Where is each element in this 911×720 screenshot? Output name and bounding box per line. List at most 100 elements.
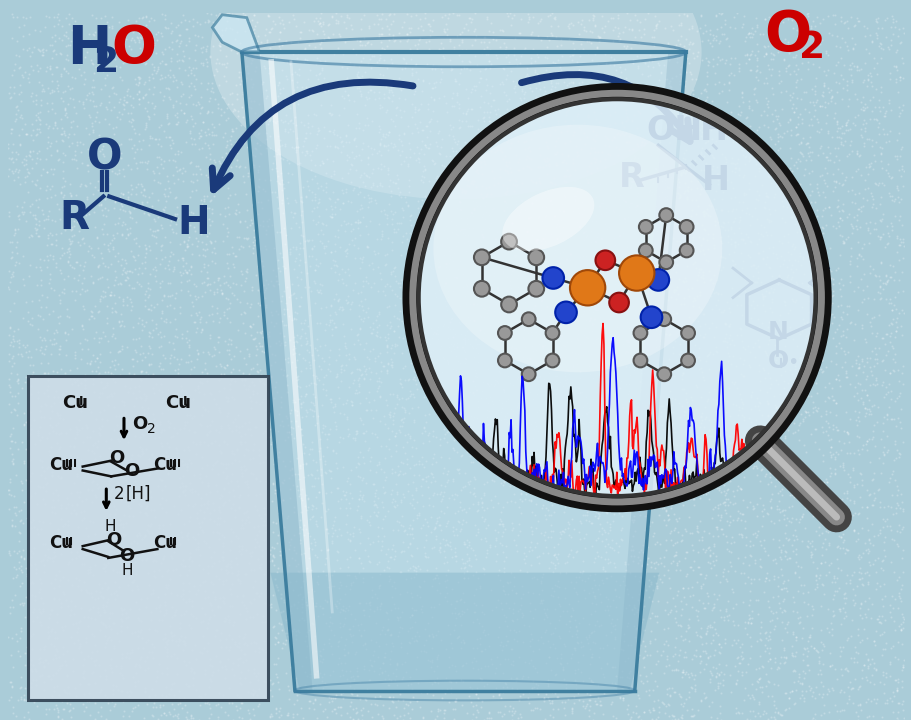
- Point: [78, 494, 93, 505]
- Point: [243, 321, 258, 333]
- Point: [291, 141, 305, 153]
- Point: [128, 661, 142, 672]
- Point: [842, 59, 856, 71]
- Point: [695, 645, 710, 657]
- Point: [586, 14, 600, 26]
- Point: [174, 590, 189, 602]
- Point: [327, 256, 342, 267]
- Point: [607, 287, 621, 299]
- Point: [281, 353, 295, 364]
- Point: [188, 327, 202, 338]
- Point: [241, 445, 255, 456]
- Point: [496, 580, 510, 592]
- Point: [834, 120, 849, 131]
- Point: [710, 499, 724, 510]
- Point: [589, 302, 604, 314]
- Point: [316, 33, 331, 45]
- Point: [404, 68, 419, 79]
- Point: [358, 271, 373, 282]
- Point: [421, 142, 435, 153]
- Point: [708, 627, 722, 639]
- Point: [790, 215, 804, 227]
- Point: [664, 341, 679, 353]
- Point: [576, 649, 590, 661]
- Point: [517, 318, 532, 330]
- Point: [531, 588, 546, 599]
- Point: [515, 177, 529, 189]
- Point: [733, 228, 748, 239]
- Point: [28, 372, 43, 384]
- Point: [450, 169, 465, 181]
- Point: [653, 186, 668, 198]
- Point: [739, 713, 753, 720]
- Point: [706, 243, 721, 254]
- Point: [799, 56, 814, 68]
- Point: [777, 174, 792, 186]
- Point: [186, 207, 200, 218]
- Point: [119, 550, 134, 562]
- Point: [706, 598, 721, 610]
- Point: [291, 646, 305, 657]
- Point: [194, 516, 209, 528]
- Point: [762, 382, 776, 394]
- Point: [146, 166, 160, 177]
- Point: [597, 605, 611, 616]
- Point: [5, 602, 20, 613]
- Point: [241, 380, 256, 392]
- Point: [355, 427, 370, 438]
- Point: [318, 420, 333, 432]
- Point: [476, 504, 491, 516]
- Point: [548, 58, 562, 69]
- Point: [613, 480, 628, 491]
- Point: [156, 162, 170, 174]
- Point: [689, 290, 703, 302]
- Point: [638, 685, 652, 697]
- Point: [416, 229, 431, 240]
- Point: [691, 264, 705, 275]
- Point: [323, 692, 338, 703]
- Point: [454, 421, 468, 433]
- Point: [558, 709, 572, 720]
- Point: [189, 168, 203, 180]
- Point: [403, 462, 417, 474]
- Point: [496, 518, 510, 530]
- Point: [259, 34, 273, 45]
- Point: [624, 270, 639, 282]
- Point: [419, 228, 434, 240]
- Point: [667, 524, 681, 536]
- Point: [696, 165, 711, 176]
- Point: [179, 713, 194, 720]
- Point: [68, 690, 83, 701]
- Point: [131, 35, 146, 46]
- Point: [144, 639, 159, 650]
- Point: [796, 214, 811, 225]
- Point: [10, 247, 25, 258]
- Point: [751, 314, 765, 325]
- Point: [565, 361, 579, 372]
- Point: [834, 603, 849, 614]
- Point: [402, 528, 416, 540]
- Point: [603, 626, 618, 638]
- Point: [748, 65, 763, 76]
- Point: [602, 58, 617, 70]
- Point: [550, 119, 565, 130]
- Point: [711, 396, 725, 408]
- Point: [416, 422, 431, 433]
- Point: [278, 140, 292, 152]
- Point: [844, 682, 859, 693]
- Point: [689, 217, 703, 229]
- Point: [598, 366, 612, 378]
- Point: [415, 712, 430, 720]
- Point: [237, 464, 251, 476]
- Point: [860, 593, 875, 604]
- Point: [366, 277, 381, 289]
- Point: [486, 172, 500, 184]
- Point: [885, 60, 900, 72]
- Point: [841, 436, 855, 448]
- Point: [433, 439, 447, 451]
- Point: [26, 542, 41, 554]
- Point: [728, 702, 742, 714]
- Point: [389, 389, 404, 400]
- Point: [761, 215, 775, 226]
- Point: [588, 96, 602, 108]
